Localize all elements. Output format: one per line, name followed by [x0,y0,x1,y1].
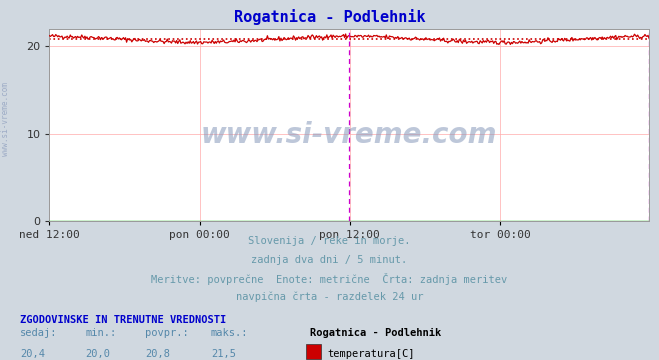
Text: Slovenija / reke in morje.: Slovenija / reke in morje. [248,236,411,246]
Text: 20,8: 20,8 [145,349,170,359]
Text: www.si-vreme.com: www.si-vreme.com [201,121,498,149]
Text: temperatura[C]: temperatura[C] [328,349,415,359]
Text: povpr.:: povpr.: [145,328,188,338]
Text: Meritve: povprečne  Enote: metrične  Črta: zadnja meritev: Meritve: povprečne Enote: metrične Črta:… [152,273,507,285]
Text: 20,0: 20,0 [86,349,111,359]
Text: Rogatnica - Podlehnik: Rogatnica - Podlehnik [310,328,441,338]
Text: 20,4: 20,4 [20,349,45,359]
Text: min.:: min.: [86,328,117,338]
Text: ZGODOVINSKE IN TRENUTNE VREDNOSTI: ZGODOVINSKE IN TRENUTNE VREDNOSTI [20,315,226,325]
Text: navpična črta - razdelek 24 ur: navpična črta - razdelek 24 ur [236,292,423,302]
Text: maks.:: maks.: [211,328,248,338]
Text: zadnja dva dni / 5 minut.: zadnja dva dni / 5 minut. [251,255,408,265]
Text: sedaj:: sedaj: [20,328,57,338]
Text: 21,5: 21,5 [211,349,236,359]
Text: Rogatnica - Podlehnik: Rogatnica - Podlehnik [234,9,425,25]
Text: www.si-vreme.com: www.si-vreme.com [1,82,10,156]
